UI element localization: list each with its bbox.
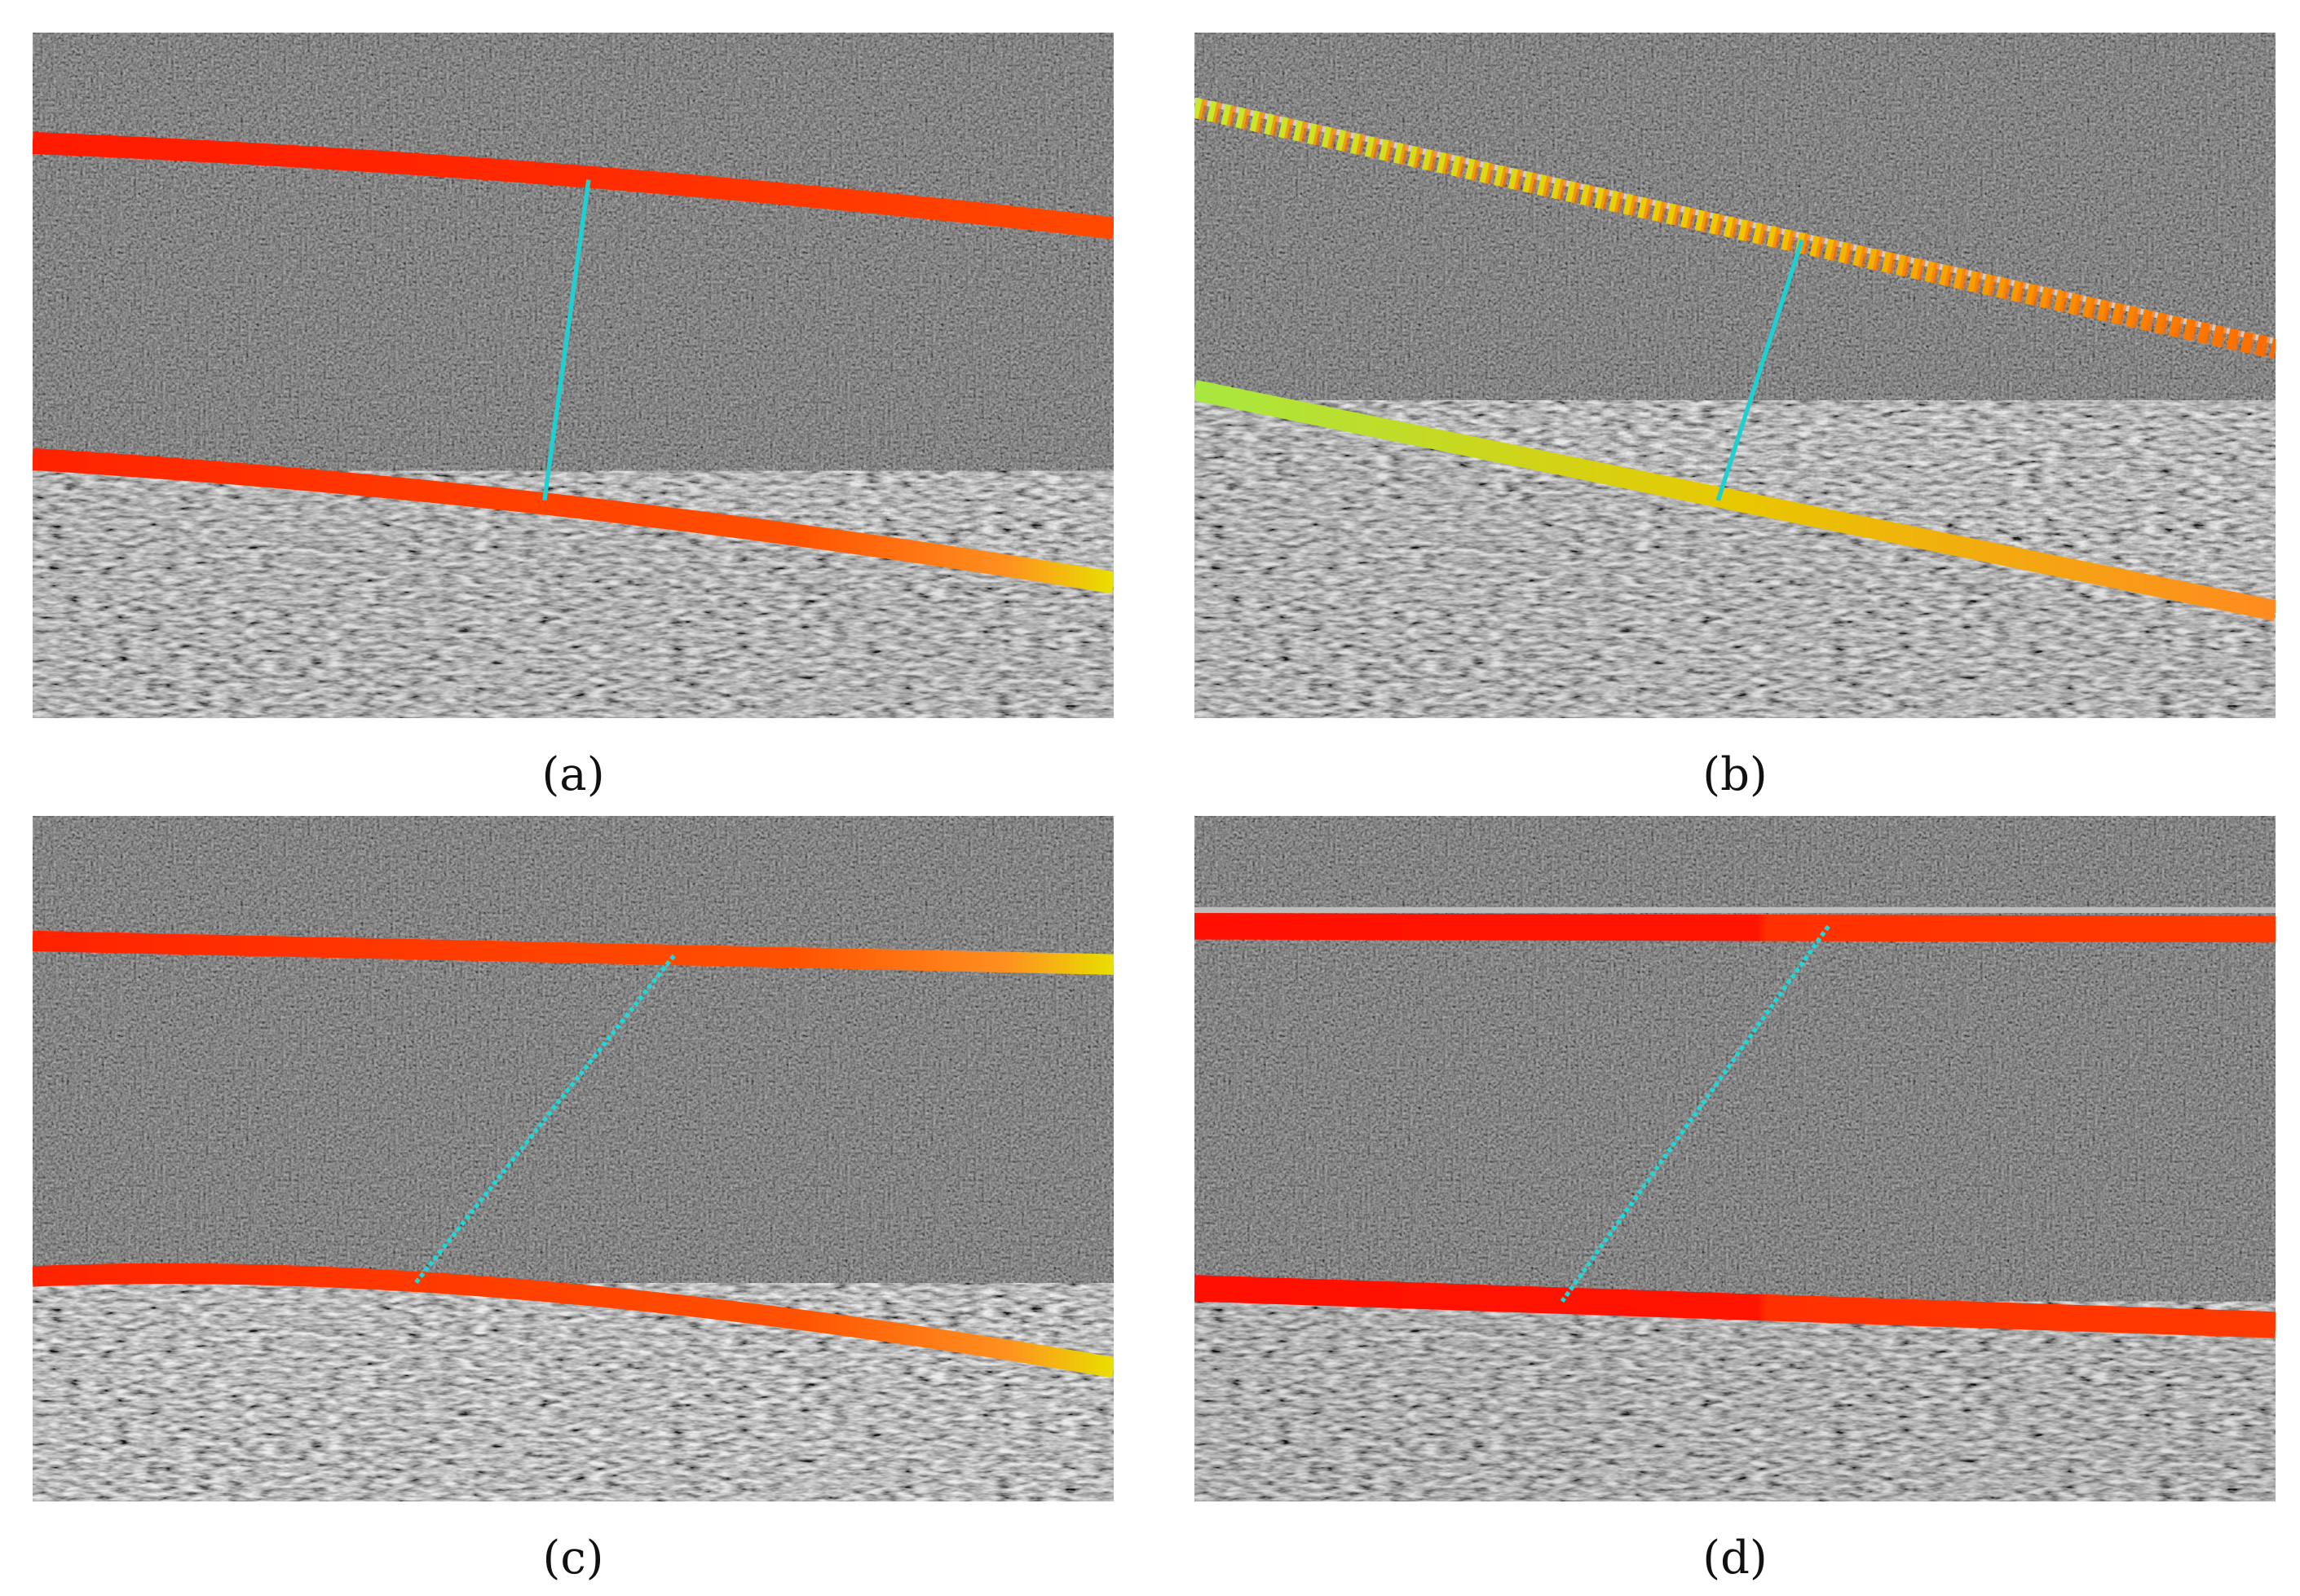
- panel-image: [1194, 816, 2276, 1501]
- lower-boundary: [1194, 1275, 2276, 1338]
- panel-label: (a): [541, 748, 605, 801]
- lower-boundary: [33, 1263, 1114, 1378]
- upper-boundary-alt: [1194, 97, 2276, 359]
- panel-image: [1194, 33, 2276, 718]
- lower-boundary: [33, 447, 1114, 594]
- tissue-texture: [33, 470, 1114, 718]
- panel-image: [33, 816, 1114, 1501]
- tissue-texture: [1194, 400, 2276, 718]
- lower-boundary: [1194, 380, 2276, 621]
- panel-label: (d): [1702, 1532, 1768, 1585]
- panel-label: (c): [542, 1532, 604, 1585]
- thickness-line: [1715, 239, 1804, 501]
- thickness-line: [413, 954, 676, 1285]
- tissue-texture: [1194, 1301, 2276, 1501]
- thickness-line: [542, 179, 591, 501]
- upper-boundary: [33, 131, 1114, 240]
- thickness-line: [1560, 924, 1830, 1303]
- panel-label: (b): [1702, 748, 1768, 801]
- panel-image: [33, 33, 1114, 718]
- tissue-texture: [33, 1283, 1114, 1501]
- upper-boundary: [33, 930, 1114, 975]
- upper-boundary: [1194, 913, 2276, 943]
